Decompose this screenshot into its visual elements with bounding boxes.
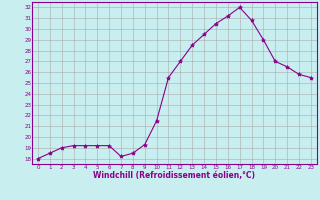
X-axis label: Windchill (Refroidissement éolien,°C): Windchill (Refroidissement éolien,°C) [93,171,255,180]
